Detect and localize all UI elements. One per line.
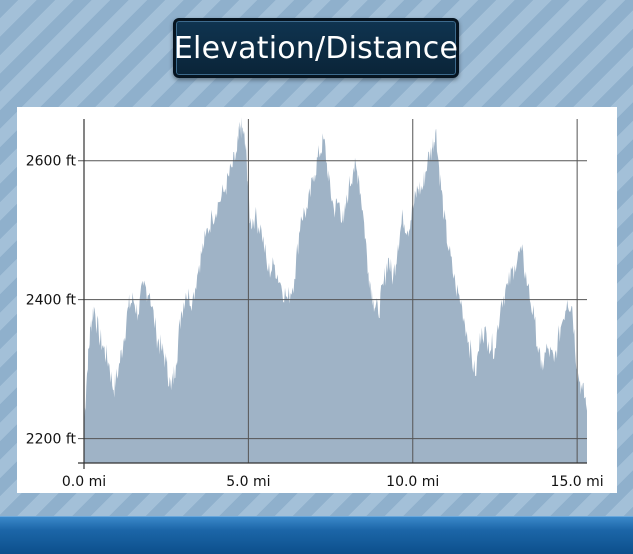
- x-tick-label-0: 0.0 mi: [62, 474, 106, 490]
- x-tick-label-2: 10.0 mi: [386, 474, 439, 490]
- y-tick-label-0: 2200 ft: [26, 432, 77, 448]
- elevation-chart: 0.0 mi 5.0 mi 10.0 mi 15.0 mi 2200 ft 2400 ft…: [26, 117, 604, 490]
- chart-title: Elevation/Distance: [173, 30, 459, 66]
- y-tick-label-1: 2400 ft: [26, 293, 77, 309]
- y-tick-label-2: 2600 ft: [26, 154, 77, 170]
- elevation-area: [84, 117, 587, 463]
- bottom-bar: [0, 516, 633, 554]
- x-tick-label-3: 15.0 mi: [551, 474, 604, 490]
- chart-title-box: Elevation/Distance: [173, 18, 459, 78]
- x-tick-label-1: 5.0 mi: [226, 474, 270, 490]
- chart-panel: 0.0 mi 5.0 mi 10.0 mi 15.0 mi 2200 ft 2400 ft…: [17, 107, 617, 493]
